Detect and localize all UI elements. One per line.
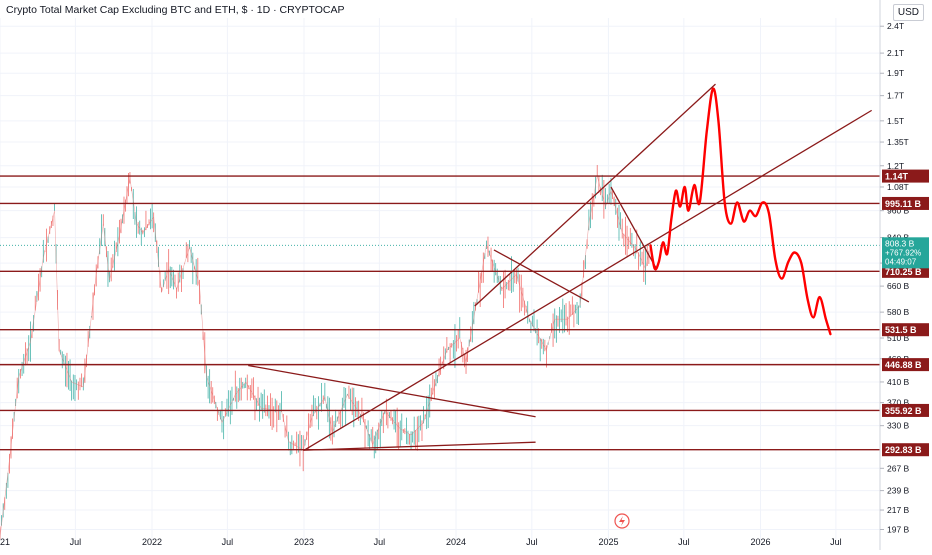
level-label: 531.5 B: [885, 325, 917, 335]
currency-button[interactable]: USD: [892, 4, 924, 21]
x-tick-label: 2023: [294, 537, 314, 547]
grid: [0, 18, 880, 540]
level-label-bg: [882, 169, 929, 183]
x-tick-label: Jul: [70, 537, 82, 547]
y-tick-label: 370 B: [887, 398, 910, 408]
trendline: [493, 249, 590, 303]
level-label: 710.25 B: [885, 267, 922, 277]
trendline: [303, 441, 536, 451]
level-label-bg: [882, 358, 929, 372]
y-tick-label: 217 B: [887, 505, 910, 515]
y-tick-label: 239 B: [887, 486, 910, 496]
level-label: 446.88 B: [885, 360, 922, 370]
y-tick-label: 2.1T: [887, 48, 904, 58]
price-series: [0, 164, 880, 540]
x-tick-label: 2024: [446, 537, 466, 547]
y-tick-label: 1.08T: [887, 182, 909, 192]
x-tick-label: Jul: [222, 537, 234, 547]
y-tick-label: 410 B: [887, 377, 910, 387]
tradingview-logo-icon: [614, 513, 630, 529]
level-label: 1.14T: [885, 172, 909, 182]
level-labels: 1.14T 995.11 B 710.25 B 531.5 B 446.88 B 355.…: [882, 169, 929, 457]
projection-path: [649, 87, 832, 336]
level-label-bg: [882, 403, 929, 417]
y-tick-label: 660 B: [887, 281, 910, 291]
y-tick-label: 1.2T: [887, 161, 904, 171]
trendline: [610, 186, 657, 269]
y-tick-label: 267 B: [887, 463, 910, 473]
y-tick-label: 960 B: [887, 206, 910, 216]
x-tick-label: 2025: [598, 537, 618, 547]
y-tick-label: 580 B: [887, 307, 910, 317]
x-tick-label: Jul: [830, 537, 842, 547]
level-label-bg: [882, 196, 929, 210]
y-tick-label: 2.4T: [887, 21, 904, 31]
x-tick-label: Jul: [678, 537, 690, 547]
horizontal-levels: [0, 175, 880, 451]
level-label: 355.92 B: [885, 406, 922, 416]
x-tick-label: 2026: [750, 537, 770, 547]
trendline: [303, 109, 873, 451]
trendlines: [248, 83, 873, 451]
level-label: 995.11 B: [885, 199, 922, 209]
x-tick-label: Jul: [374, 537, 386, 547]
chart-title: Crypto Total Market Cap Excluding BTC an…: [6, 4, 345, 16]
y-tick-label: 1.35T: [887, 137, 909, 147]
x-tick-label: 2021: [0, 537, 10, 547]
y-tick-label: 197 B: [887, 525, 910, 535]
projection-series: [649, 87, 832, 336]
x-tick-label: Jul: [526, 537, 538, 547]
bolt-icon: [619, 516, 625, 526]
current-price-value: 808.3 B: [885, 238, 915, 248]
current-price-timer: 04:49:07: [885, 257, 917, 266]
y-tick-label: 510 B: [887, 333, 910, 343]
current-price-change: +767.92%: [885, 248, 921, 257]
logo-circle: [614, 513, 630, 529]
trendline: [474, 83, 716, 307]
level-label: 292.83 B: [885, 445, 922, 455]
y-tick-label: 1.7T: [887, 91, 904, 101]
x-tick-label: 2022: [142, 537, 162, 547]
price-line: [0, 176, 651, 537]
y-tick-label: 1.9T: [887, 68, 904, 78]
current-price-label-bg: [882, 237, 929, 269]
time-axis[interactable]: 2021 Jul 2022 Jul 2023 Jul 2024 Jul 2025 Jul 2026 J…: [0, 537, 842, 547]
y-tick-label: 1.5T: [887, 116, 904, 126]
level-label-bg: [882, 323, 929, 337]
y-tick-label: 330 B: [887, 421, 910, 431]
level-label-bg: [882, 443, 929, 457]
trendline: [248, 364, 536, 418]
